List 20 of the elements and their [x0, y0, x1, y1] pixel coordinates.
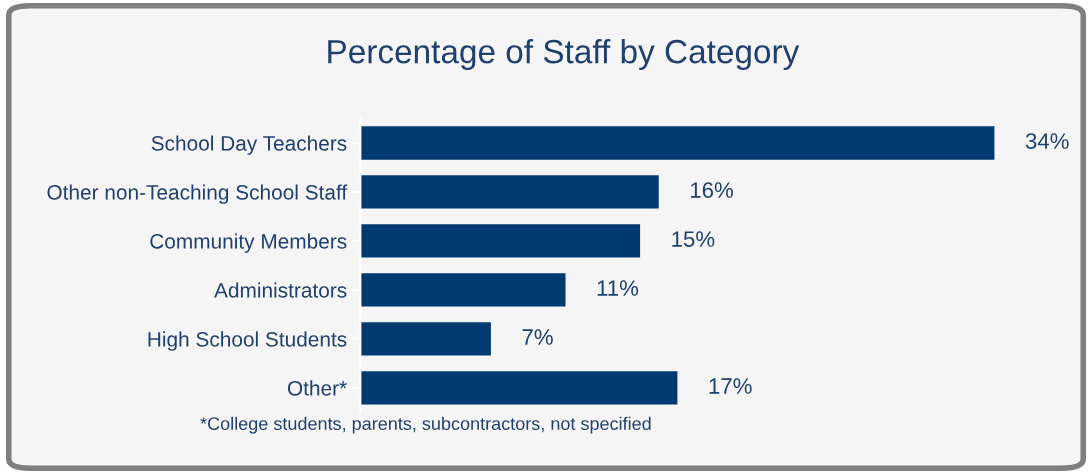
- data-label: 16%: [690, 182, 733, 198]
- bar: [360, 126, 995, 160]
- y-tick-label: Other non-Teaching School Staff: [47, 184, 348, 204]
- bar: [360, 371, 678, 405]
- bar: [360, 175, 659, 209]
- bar: [360, 273, 566, 307]
- y-tick-label: Community Members: [150, 233, 347, 253]
- data-label: 11%: [597, 280, 639, 296]
- y-tick-label: Other*: [287, 380, 347, 396]
- data-label: 34%: [1025, 133, 1069, 149]
- chart-title: Percentage of Staff by Category: [328, 38, 800, 71]
- data-label: 7%: [522, 329, 553, 345]
- text: *College students, parents, subcontractors, not specified: [200, 416, 651, 434]
- data-label: 17%: [709, 378, 752, 394]
- bar: [360, 224, 641, 258]
- bar: [360, 322, 491, 356]
- data-label: 15%: [672, 231, 715, 247]
- y-tick-label: Administrators: [214, 282, 347, 298]
- y-tick-label: School Day Teachers: [151, 135, 347, 155]
- y-tick-label: High School Students: [148, 331, 347, 351]
